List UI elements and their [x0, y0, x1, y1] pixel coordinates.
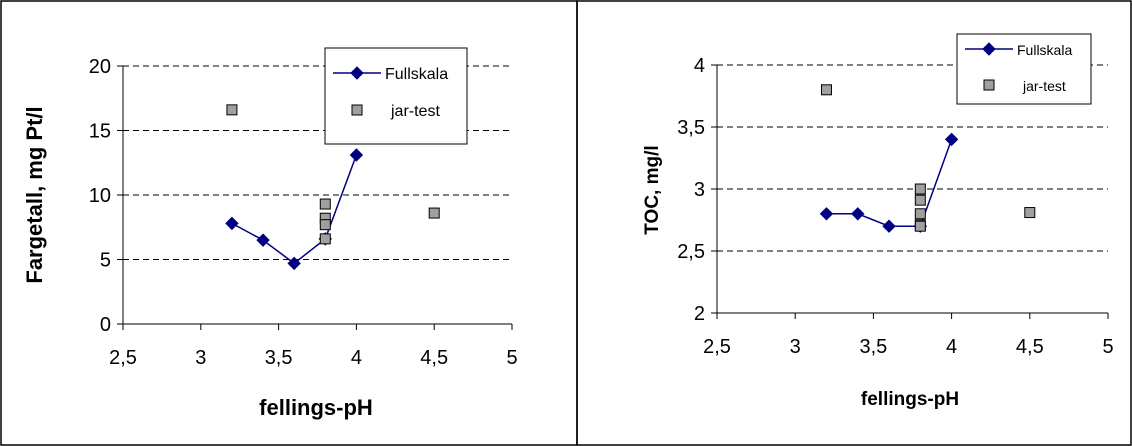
chart-2-legend-fullskala-marker	[982, 42, 996, 56]
chart-1-y-tick-label: 15	[89, 121, 111, 143]
chart-1-x-tick-label: 5	[506, 347, 517, 369]
chart-2-x-tick-label: 5	[1102, 336, 1113, 358]
chart-2-y-tick-label: 2,5	[677, 241, 705, 263]
chart-2-fullskala-point	[851, 207, 865, 221]
chart-1-jar-test-point	[319, 233, 331, 245]
chart-1-x-tick-label: 4	[351, 347, 362, 369]
chart-1-legend-jar-test-marker	[351, 104, 363, 116]
chart-1-legend-jar-test-label: jar-test	[390, 103, 440, 120]
chart-2-x-tick-label: 3	[790, 336, 801, 358]
chart-2-fullskala-point	[944, 132, 959, 147]
chart-2-y-axis-title: TOC, mg/l	[642, 145, 663, 234]
chart-1-panel-border	[0, 0, 578, 446]
chart-1-legend-box	[324, 47, 468, 145]
chart-2-jar-test-point	[914, 194, 926, 206]
chart-1-y-tick-label: 20	[89, 56, 111, 78]
chart-2-x-tick-label: 2,5	[703, 336, 731, 358]
chart-2-fullskala-point	[819, 207, 834, 221]
chart-2-legend-jar-test-label: jar-test	[1022, 78, 1066, 94]
chart-2-panel-border	[576, 0, 1132, 446]
chart-2-jar-test-point	[914, 183, 926, 195]
chart-2-y-tick-label: 2	[694, 303, 705, 325]
chart-1-jar-test-point	[319, 219, 331, 231]
chart-2-series-fullskala-line	[826, 139, 953, 227]
chart-1-jar-test-point	[428, 207, 440, 219]
chart-1-series-fullskala-line	[231, 154, 358, 265]
chart-1-legend-fullskala-marker	[350, 66, 364, 80]
chart-2-x-tick-label: 3,5	[859, 336, 887, 358]
chart-2-y-tick-label: 4	[694, 55, 705, 77]
chart-1-y-tick-label: 10	[89, 185, 111, 207]
chart-2-y-tick-label: 3,5	[677, 117, 705, 139]
chart-1-x-tick-label: 4,5	[420, 347, 448, 369]
chart-1-fullskala-point	[225, 216, 239, 231]
chart-2-jar-test-point	[914, 208, 926, 220]
chart-1-y-tick-label: 0	[100, 314, 111, 336]
chart-1-x-axis-title: fellings-pH	[259, 395, 373, 420]
chart-1-jar-test-point	[319, 198, 331, 210]
chart-2-jar-test-point	[1024, 207, 1036, 219]
chart-2-legend-box	[956, 33, 1092, 105]
chart-1-x-tick-label: 3	[195, 347, 206, 369]
chart-1-fullskala-point	[287, 256, 301, 271]
chart-2-legend-jar-test-marker	[983, 79, 995, 91]
chart-2-legend-fullskala-label: Fullskala	[1017, 42, 1072, 58]
chart-2-jar-test-point	[820, 84, 832, 96]
chart-2-jar-test-point	[914, 220, 926, 232]
chart-1-y-tick-label: 5	[100, 250, 111, 272]
chart-1-x-tick-label: 2,5	[109, 347, 137, 369]
chart-1-legend-fullskala-label: Fullskala	[385, 66, 448, 83]
chart-1-jar-test-point	[226, 104, 238, 116]
chart-2-x-axis-title: fellings-pH	[861, 389, 959, 410]
chart-2-y-tick-label: 3	[694, 179, 705, 201]
chart-1-y-axis-title: Fargetall, mg Pt/l	[22, 106, 47, 283]
chart-2-x-tick-label: 4	[946, 336, 957, 358]
chart-2-fullskala-point	[882, 219, 896, 233]
chart-1-fullskala-point	[349, 148, 364, 162]
chart-1-fullskala-point	[256, 233, 270, 247]
chart-1-x-tick-label: 3,5	[265, 347, 293, 369]
chart-2-x-tick-label: 4,5	[1016, 336, 1044, 358]
